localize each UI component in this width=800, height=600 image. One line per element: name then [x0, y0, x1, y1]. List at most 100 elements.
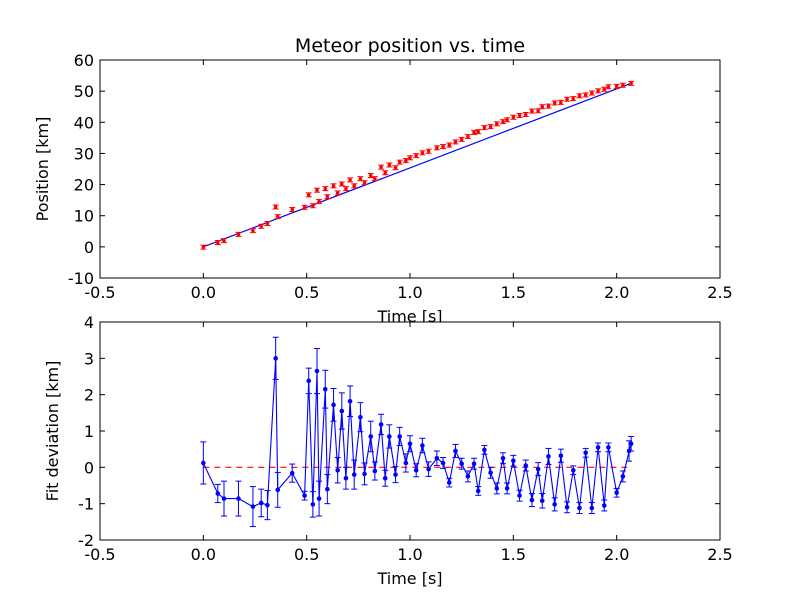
deviation-data-point [371, 461, 378, 481]
deviation-data-point [613, 487, 620, 498]
deviation-data-point [301, 490, 308, 501]
deviation-x-tick-label: 0.5 [294, 545, 319, 564]
position-marker [602, 87, 607, 92]
position-data-point [493, 121, 500, 127]
position-data-point [551, 100, 558, 106]
position-data-point [545, 103, 552, 109]
position-x-tick-label: 1.5 [501, 283, 526, 302]
deviation-x-tick-label: 2.5 [707, 545, 732, 564]
deviation-marker [434, 455, 440, 461]
position-marker [201, 245, 206, 249]
position-data-point [378, 164, 385, 170]
deviation-data-point [249, 486, 256, 528]
deviation-marker [339, 408, 345, 414]
position-marker [340, 182, 344, 186]
deviation-series-group [200, 336, 635, 528]
deviation-marker [523, 463, 529, 468]
deviation-data-point [309, 491, 316, 518]
position-data-point [522, 112, 529, 117]
position-marker [540, 104, 545, 109]
position-marker [466, 134, 470, 139]
deviation-data-point [314, 348, 320, 395]
deviation-marker [265, 502, 270, 508]
deviation-data-point [258, 488, 265, 518]
position-y-tick-label: 0 [84, 238, 94, 257]
position-marker [331, 184, 336, 188]
deviation-data-point [557, 448, 564, 463]
position-marker [259, 224, 264, 229]
deviation-data-point [522, 459, 529, 472]
position-y-tick-label: 20 [74, 176, 94, 195]
deviation-data-point [500, 452, 506, 465]
deviation-marker [250, 504, 256, 509]
deviation-marker [453, 448, 458, 454]
position-data-point [382, 170, 389, 176]
position-marker [290, 207, 295, 212]
deviation-y-tick-label: -2 [78, 531, 94, 550]
deviation-marker [564, 505, 570, 510]
position-data-point [582, 92, 589, 98]
position-data-point [402, 158, 409, 164]
position-data-point [564, 96, 571, 102]
deviation-marker [446, 480, 452, 485]
position-data-point [601, 86, 608, 92]
deviation-marker [343, 475, 349, 481]
deviation-data-point [528, 492, 535, 508]
deviation-marker [552, 502, 557, 507]
deviation-data-point [601, 499, 608, 512]
position-ticks-group: -0.5 0.0 0.5 1.0 1.5 2.0 2.5 -10 0 10 20 30 40 50 60 [68, 51, 733, 302]
deviation-y-tick-label: 2 [84, 386, 94, 405]
deviation-marker [201, 460, 206, 466]
deviation-marker [620, 474, 626, 479]
position-marker [501, 119, 505, 124]
deviation-data-point [221, 480, 227, 517]
position-x-axis-label: Time [s] [376, 307, 442, 326]
deviation-y-tick-label: 0 [84, 458, 94, 477]
deviation-data-point [471, 457, 478, 470]
deviation-marker [426, 466, 431, 472]
deviation-marker [368, 434, 374, 439]
position-data-point [214, 239, 221, 245]
position-data-point [433, 145, 440, 151]
position-marker [373, 176, 377, 181]
position-data-point [334, 190, 341, 196]
position-data-point [557, 99, 564, 105]
position-data-point [628, 80, 635, 86]
position-data-point [347, 177, 354, 183]
deviation-marker [494, 486, 500, 491]
deviation-marker [275, 487, 281, 493]
position-marker [397, 160, 402, 164]
position-data-point [316, 198, 323, 204]
position-marker [414, 153, 419, 158]
deviation-marker [517, 493, 522, 498]
deviation-data-point [413, 463, 420, 478]
position-marker [352, 184, 357, 188]
position-data-point [619, 82, 626, 88]
deviation-data-point [510, 454, 517, 467]
deviation-data-point [200, 441, 207, 485]
position-data-point [392, 165, 399, 171]
deviation-data-point [626, 440, 633, 462]
position-marker [606, 84, 611, 89]
position-marker [459, 137, 464, 142]
deviation-marker [358, 414, 363, 420]
deviation-data-point [392, 466, 399, 484]
deviation-data-point [342, 466, 349, 490]
deviation-x-tick-label: 0.0 [191, 545, 216, 564]
deviation-marker [535, 466, 541, 472]
position-marker [216, 240, 220, 245]
deviation-data-point [272, 336, 279, 380]
deviation-marker [558, 453, 564, 459]
deviation-data-point [402, 453, 409, 473]
position-marker [275, 214, 280, 219]
position-marker [306, 193, 311, 197]
position-data-point [324, 194, 331, 200]
position-data-point [407, 155, 413, 161]
deviation-marker [378, 422, 384, 427]
position-chart-plot-area [99, 59, 721, 279]
deviation-marker [302, 493, 307, 498]
deviation-marker [306, 378, 312, 384]
position-marker [614, 84, 619, 89]
deviation-y-tick-label: 1 [84, 422, 94, 441]
position-data-point [576, 93, 583, 99]
